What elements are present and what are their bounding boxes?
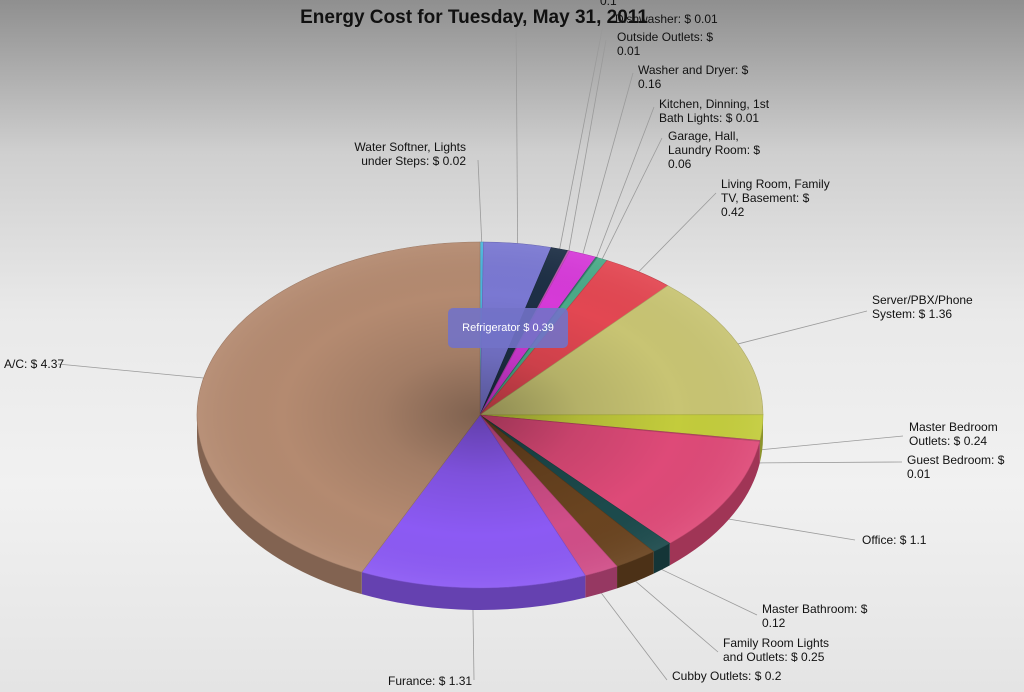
label-master-bathroom: Master Bathroom: $0.12 [762,602,868,630]
tooltip: Refrigerator $ 0.39 [448,308,568,348]
label-line: 0.16 [638,77,662,91]
label-line: under Steps: $ 0.02 [361,154,466,168]
label-line: Master Bathroom: $ [762,602,868,616]
tooltip-text: Refrigerator $ 0.39 [462,322,554,334]
label-cubby-outlets: Cubby Outlets: $ 0.2 [672,669,782,683]
leader-line-garage-hall-laundry-room [601,137,663,260]
leader-line-refrigerator [515,9,519,244]
label-master-bedroom-outlets: Master Bedroom Outlets: $ 0.24 [909,420,998,448]
slice-side-furance [361,572,586,610]
label-office: Office: $ 1.1 [862,533,927,547]
label-line: 0.1 [600,0,617,8]
label-line: Living Room, Family [721,177,830,191]
label-line: Furance: $ 1.31 [388,674,472,688]
leader-line-master-bathroom [661,569,758,616]
label-line: Master Bedroom [909,420,998,434]
leader-line-living-room-family-tv-basement [638,192,717,273]
label-line: 0.06 [668,157,692,171]
leader-line-master-bedroom-outlets [762,435,904,450]
leader-line-cubby-outlets [601,593,668,681]
leader-line-water-softner-lights-under-steps [477,159,483,243]
label-line: Server/PBX/Phone [872,293,973,307]
leader-line-a-c [57,363,204,379]
leader-line-outside-outlets [568,39,607,251]
label-line: Outlets: $ 0.24 [909,434,987,448]
label-line: Family Room Lights [723,636,829,650]
label-line: Office: $ 1.1 [862,533,927,547]
label-guest-bedroom: Guest Bedroom: $0.01 [907,453,1005,481]
label-line: Dishwasher: $ 0.01 [615,12,718,26]
label-washer-and-dryer: Washer and Dryer: $0.16 [638,63,749,91]
label-line: System: $ 1.36 [872,307,952,321]
leader-line-guest-bedroom [759,461,903,464]
tooltip-box [448,308,568,348]
pie-slices[interactable] [196,241,764,589]
label-a-c: A/C: $ 4.37 [4,357,64,371]
label-water-softner-lights-under-steps: Water Softner, Lights under Steps: $ 0.02 [354,140,466,168]
label-line: Cubby Outlets: $ 0.2 [672,669,782,683]
leader-line-washer-and-dryer [582,72,634,254]
label-family-room-lights-and-outlets: Family Room Lights and Outlets: $ 0.25 [723,636,829,664]
chart-title: Energy Cost for Tuesday, May 31, 2011 [300,7,648,28]
leader-line-kitchen-dinning-1st-bath-lights [596,106,655,258]
label-line: 0.01 [907,467,931,481]
label-dishwasher: Dishwasher: $ 0.01 [615,12,718,26]
label-line: 0.12 [762,616,786,630]
slice-labels: Water Softner, Lights under Steps: $ 0.02… [4,0,1005,688]
label-server-pbx-phone-system: Server/PBX/Phone System: $ 1.36 [872,293,973,321]
label-line: Outside Outlets: $ [617,30,713,44]
label-refrigerator: 0.1 [600,0,617,8]
label-line: Guest Bedroom: $ [907,453,1005,467]
label-line: Kitchen, Dinning, 1st [659,97,770,111]
label-line: Washer and Dryer: $ [638,63,749,77]
label-living-room-family-tv-basement: Living Room, Family TV, Basement: $0.42 [721,177,830,219]
label-line: Garage, Hall, [668,129,739,143]
label-kitchen-dinning-1st-bath-lights: Kitchen, Dinning, 1st Bath Lights: $ 0.01 [659,97,770,125]
label-line: Bath Lights: $ 0.01 [659,111,759,125]
leader-line-furance [472,609,475,681]
label-outside-outlets: Outside Outlets: $0.01 [617,30,713,58]
leader-line-office [729,518,856,541]
label-line: Water Softner, Lights [354,140,466,154]
label-line: TV, Basement: $ [721,191,810,205]
label-garage-hall-laundry-room: Garage, Hall, Laundry Room: $0.06 [668,129,760,171]
leader-line-family-room-lights-and-outlets [635,581,719,653]
leader-line-dishwasher [559,19,605,250]
label-line: A/C: $ 4.37 [4,357,64,371]
label-line: Laundry Room: $ [668,143,760,157]
label-line: 0.01 [617,44,641,58]
leader-line-server-pbx-phone-system [737,310,868,345]
label-furance: Furance: $ 1.31 [388,674,472,688]
label-line: and Outlets: $ 0.25 [723,650,825,664]
label-line: 0.42 [721,205,745,219]
